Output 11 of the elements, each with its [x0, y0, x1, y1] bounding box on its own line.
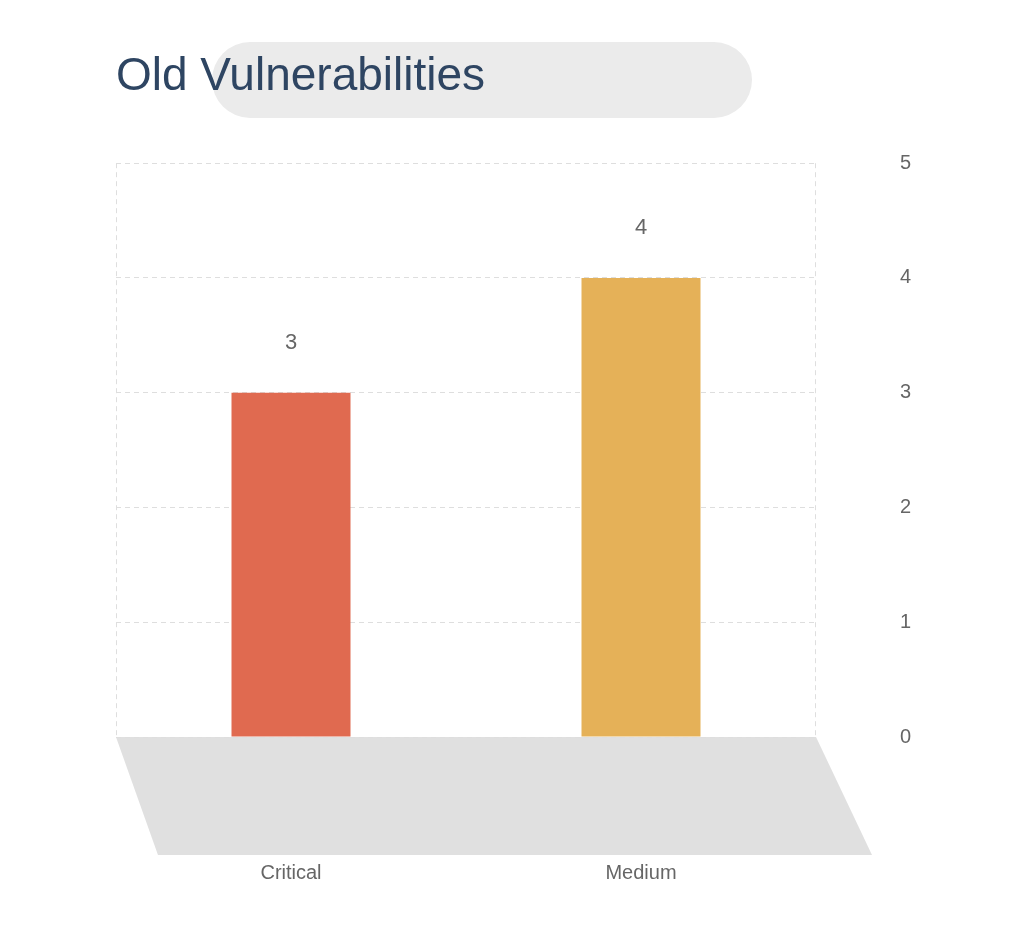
- y-tick-label: 4: [900, 265, 912, 288]
- y-tick-label: 0: [900, 724, 912, 747]
- y-tick-label: 2: [900, 495, 912, 517]
- data-label: 3: [284, 328, 298, 354]
- y-tick-label: 5: [900, 150, 912, 173]
- x-tick-label: Critical: [260, 860, 322, 883]
- y-tick-label: 3: [900, 380, 912, 403]
- y-tick-label: 1: [900, 609, 912, 632]
- x-tick-label: Medium: [605, 860, 677, 883]
- chart-title: Old Vulnerabilities: [116, 48, 486, 101]
- data-label: 4: [634, 214, 648, 240]
